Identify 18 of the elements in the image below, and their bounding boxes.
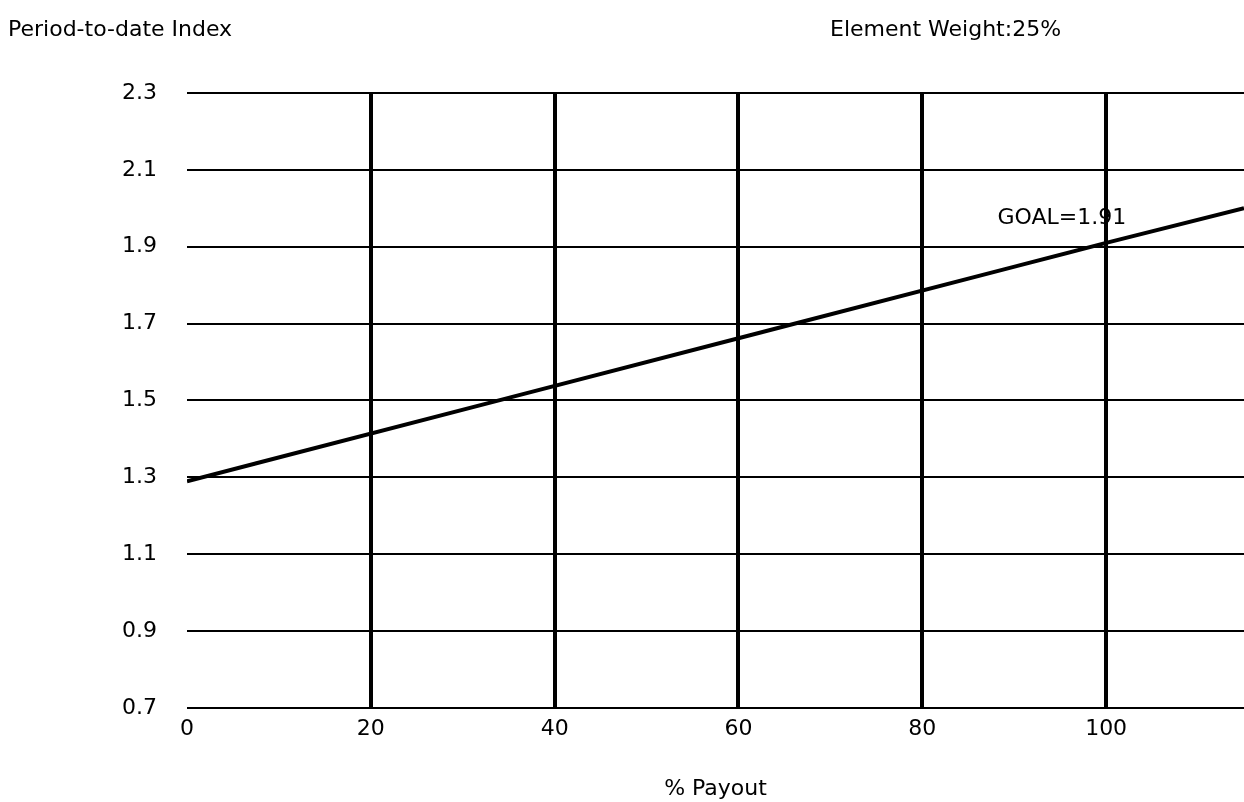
y-tick-label: 1.9	[122, 232, 157, 258]
y-tick-label: 2.3	[122, 78, 157, 104]
y-tick-label: 1.3	[122, 463, 157, 489]
y-tick-label: 1.1	[122, 539, 157, 565]
y-tick-label: 0.9	[122, 616, 157, 642]
y-tick-label: 2.1	[122, 155, 157, 181]
x-tick-label: 0	[180, 714, 194, 740]
chart-title: Element Weight:25%	[830, 15, 1062, 41]
y-tick-label: 0.7	[122, 693, 157, 719]
x-tick-label: 80	[908, 714, 937, 740]
y-tick-label: 1.5	[122, 386, 157, 412]
y-axis-title: Period-to-date Index	[8, 15, 233, 41]
x-tick-label: 60	[724, 714, 753, 740]
x-axis-title: % Payout	[664, 774, 768, 800]
x-tick-label: 40	[540, 714, 569, 740]
y-tick-label: 1.7	[122, 309, 157, 335]
x-tick-label: 20	[356, 714, 385, 740]
x-tick-label: 100	[1085, 714, 1128, 740]
